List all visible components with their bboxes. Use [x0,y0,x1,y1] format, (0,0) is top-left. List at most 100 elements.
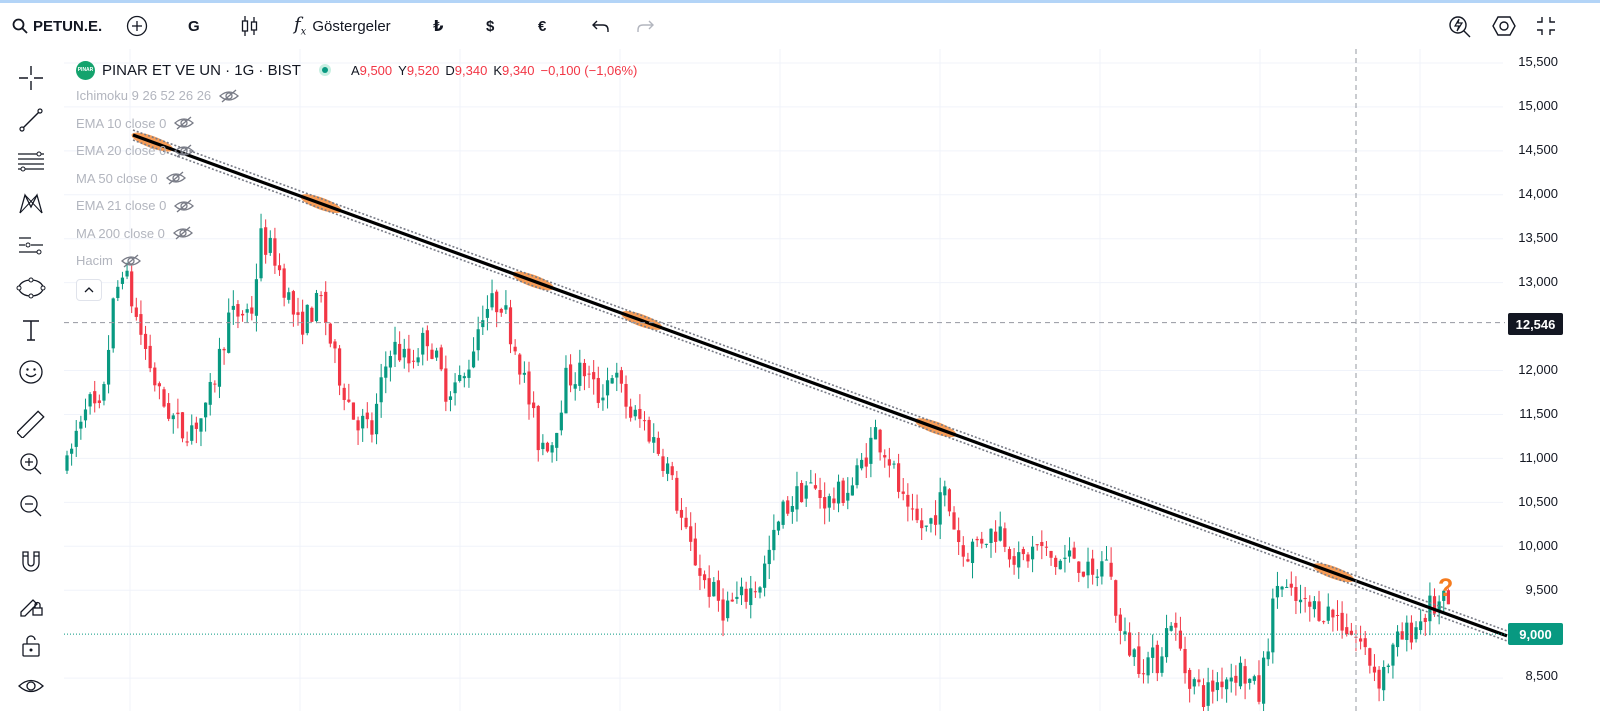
hide-drawings-button[interactable] [14,669,48,703]
currency-eur-button[interactable]: € [538,17,547,35]
candle-body [70,448,74,454]
eye-off-icon[interactable] [174,143,195,159]
candle-body [296,312,300,315]
eye-off-icon[interactable] [172,225,193,241]
candle-body [860,459,864,469]
candle-body [693,538,697,566]
trendline-drawing[interactable] [132,129,1508,642]
eye-off-icon[interactable] [174,115,195,131]
candle-body [823,497,827,509]
candle-body [980,538,984,544]
candle-body [250,307,254,314]
indicator-ema-21[interactable]: EMA 21 close 0 [76,192,637,220]
zoom-out-button[interactable] [14,489,48,523]
indicator-ma-200[interactable]: MA 200 close 0 [76,220,637,248]
candle-body [1077,561,1081,573]
candle-body [763,563,767,588]
unlock-button[interactable] [14,629,48,663]
candle-body [1326,606,1330,621]
candle-body [994,531,998,542]
candle-body [1437,601,1441,612]
candle-body [873,427,878,440]
candle-body [342,387,346,400]
candle-body [157,383,161,387]
undo-icon [592,19,610,33]
candle-body [453,382,457,394]
candle-body [689,526,693,542]
candle-body [176,412,180,415]
magnet-button[interactable] [14,545,48,579]
legend-main-row[interactable]: PINAR PINAR ET VE UN · 1G · BIST A9,500 … [76,58,637,82]
candle-body [245,309,249,313]
candle-body [508,307,513,345]
market-status-dot[interactable] [318,64,331,76]
candle-body [1049,550,1053,558]
candle-body [901,491,905,494]
trend-line-tool-button[interactable] [14,103,48,137]
emoji-tool-button[interactable] [14,355,48,389]
candle-body [573,384,577,389]
chart-type-button[interactable] [240,3,260,49]
undo-button[interactable] [592,3,610,49]
candle-body [790,506,794,512]
indicator-ema-20[interactable]: EMA 20 close 0 [76,137,637,165]
eye-icon [18,679,44,693]
indicators-button[interactable]: fx Göstergeler [294,3,391,49]
candle-body [481,320,485,328]
redo-button[interactable] [636,3,654,49]
candle-body [952,512,956,530]
compare-symbol-button[interactable] [126,3,148,49]
price-label: 13,000 [1518,274,1558,289]
ruler-tool-button[interactable] [14,407,48,441]
alert-button[interactable] [1448,3,1472,49]
eye-off-icon[interactable] [174,198,195,214]
eye-off-icon[interactable] [219,88,240,104]
candle-body [167,403,171,419]
settings-button[interactable] [1492,3,1516,49]
forecast-tool-button[interactable] [14,229,48,263]
candle-body [915,508,919,521]
symbol-search-button[interactable]: PETUN.E. [12,3,102,49]
indicator-ema-10[interactable]: EMA 10 close 0 [76,110,637,138]
candle-body [106,349,111,385]
candle-body [1377,669,1381,689]
text-tool-button[interactable] [14,313,48,347]
question-mark-annotation[interactable]: ? [1438,574,1454,602]
pattern-tool-button[interactable] [14,187,48,221]
candle-body [273,238,277,266]
candle-body [1151,647,1155,658]
candle-body [619,370,623,384]
zoom-in-button[interactable] [14,447,48,481]
price-label: 15,500 [1518,54,1558,69]
eye-off-icon[interactable] [165,170,186,186]
crosshair-tool-button[interactable] [14,61,48,95]
fib-tool-button[interactable] [14,145,48,179]
indicator-ichimoku[interactable]: Ichimoku 9 26 52 26 26 [76,82,637,110]
eye-off-icon[interactable] [120,253,141,269]
indicator-ma-50[interactable]: MA 50 close 0 [76,165,637,193]
candle-body [536,405,540,451]
candle-body [749,588,753,606]
indicator-volume[interactable]: Hacim [76,247,637,275]
candle-body [1252,676,1256,681]
search-icon [12,18,28,34]
candle-body [102,384,106,401]
candle-body [513,346,517,352]
candle-body [291,291,295,315]
candle-body [231,305,235,310]
candle-body [684,517,688,528]
interval-button[interactable]: G [188,17,200,35]
legend-collapse-button[interactable] [76,278,102,301]
candle-body [679,509,684,518]
candle-body [393,341,397,355]
ellipse-shape-icon [16,277,46,299]
candle-body [943,486,947,496]
candle-body [522,372,526,375]
fullscreen-button[interactable] [1536,3,1556,49]
currency-try-button[interactable]: ₺ [433,18,444,35]
currency-usd-button[interactable]: $ [486,17,495,35]
shape-tool-button[interactable] [14,271,48,305]
candle-body [125,270,129,277]
lock-drawings-button[interactable] [14,587,48,621]
